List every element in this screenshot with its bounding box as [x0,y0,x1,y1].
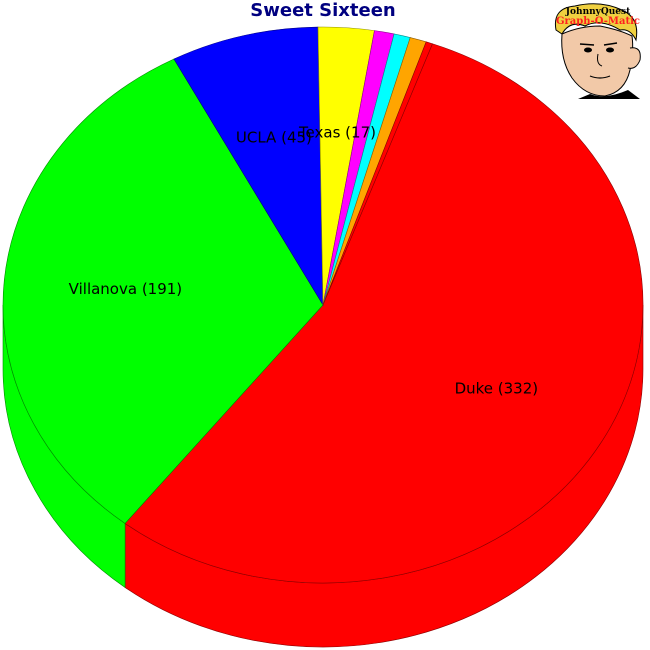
pie-slice-ucla [173,26,324,307]
slice-label-ucla: UCLA (45) [236,129,312,147]
slice-label-villanova: Villanova (191) [69,280,182,298]
logo-line-1: JohnnyQuest [565,7,631,17]
chart-title: Sweet Sixteen [250,0,395,21]
slice-label-duke: Duke (332) [455,379,539,397]
pie-labels: Duke (332) Villanova (191) UCLA (45)Texas … [69,124,538,398]
johnnyquest-logo: JohnnyQuest Graph-O-Matic [554,3,641,99]
pie-slice-villanova [2,58,324,524]
logo-line-2: Graph-O-Matic [556,16,640,27]
pie-slice-duke [124,43,644,584]
slice-label-texas: Texas (17) [298,124,376,142]
pie-slice-other-7 [322,41,433,306]
cartoon-boy-face-icon [554,3,641,99]
pie-slices [2,26,644,584]
